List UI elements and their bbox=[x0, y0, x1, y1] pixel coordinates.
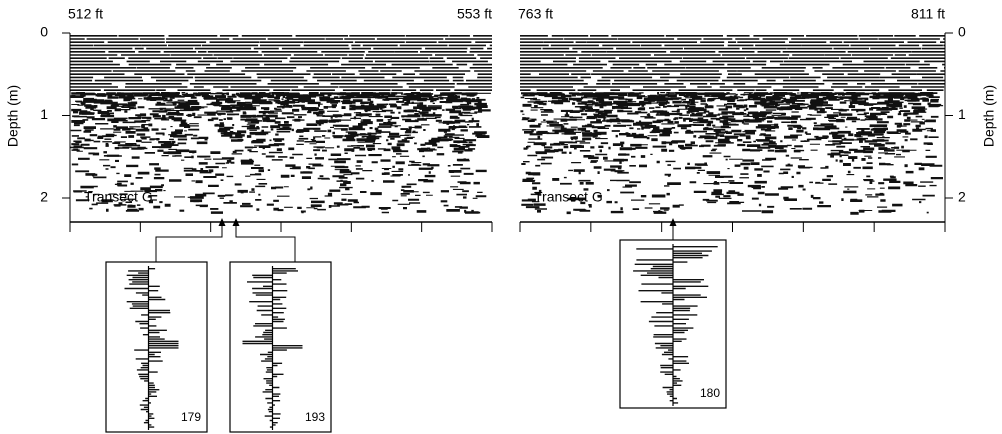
trace-arrow bbox=[232, 218, 240, 226]
figure-layer: 512 ft 553 ft Transect G 0 1 2 Depth (m) 763 ft… bbox=[5, 6, 997, 433]
trace-connector bbox=[235, 224, 296, 262]
right-distance-label: 811 ft bbox=[911, 6, 945, 22]
trace-connector bbox=[155, 224, 223, 262]
depth-axis-label: Depth (m) bbox=[5, 85, 21, 147]
depth-tick-label: 2 bbox=[958, 189, 966, 205]
depth-tick-label: 1 bbox=[958, 106, 966, 122]
depth-tick-label: 0 bbox=[40, 24, 48, 40]
transect-label: Transect G bbox=[534, 189, 603, 205]
left-distance-label: 763 ft bbox=[518, 6, 553, 22]
depth-tick-label: 2 bbox=[40, 189, 48, 205]
depth-tick-label: 1 bbox=[40, 106, 48, 122]
trace-box bbox=[105, 261, 208, 433]
trace-arrow bbox=[669, 218, 677, 226]
transect-label: Transect G bbox=[84, 189, 153, 205]
left-distance-label: 512 ft bbox=[68, 6, 103, 22]
trace-label: 193 bbox=[305, 410, 325, 424]
right-distance-label: 553 ft bbox=[457, 6, 492, 22]
trace-arrow bbox=[218, 218, 226, 226]
depth-tick-label: 0 bbox=[958, 24, 966, 40]
radargram-texture bbox=[69, 35, 492, 214]
depth-axis-label: Depth (m) bbox=[981, 85, 997, 147]
trace-box bbox=[229, 261, 332, 433]
radargram-texture bbox=[520, 35, 945, 215]
trace-waveform bbox=[124, 268, 179, 428]
trace-label: 180 bbox=[700, 386, 720, 400]
trace-label: 179 bbox=[181, 410, 201, 424]
